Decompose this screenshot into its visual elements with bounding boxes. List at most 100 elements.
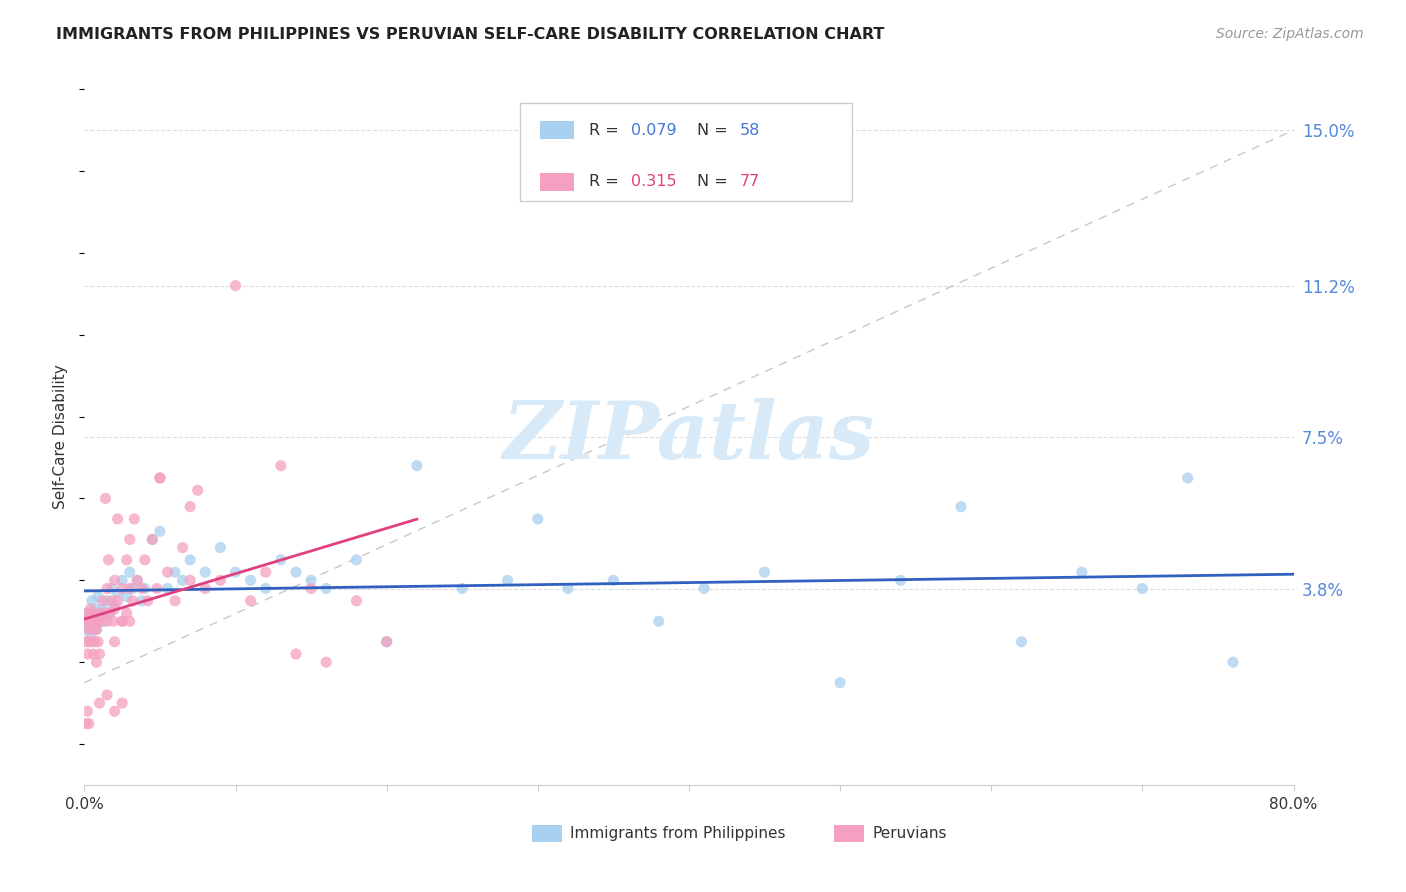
Point: [115, 606, 138, 620]
Text: IMMIGRANTS FROM PHILIPPINES VS PERUVIAN SELF-CARE DISABILITY CORRELATION CHART: IMMIGRANTS FROM PHILIPPINES VS PERUVIAN …: [56, 27, 884, 42]
Bar: [540, 121, 574, 139]
Point: [91, 594, 114, 608]
Text: N =: N =: [697, 174, 734, 189]
Y-axis label: Self-Care Disability: Self-Care Disability: [53, 365, 69, 509]
Point: [890, 574, 912, 588]
Point: [76, 647, 98, 661]
Point: [406, 458, 429, 473]
Point: [75, 614, 97, 628]
Point: [89, 647, 111, 661]
Text: 58: 58: [740, 123, 761, 137]
Point: [104, 574, 127, 588]
Point: [121, 594, 143, 608]
Text: R =: R =: [589, 174, 623, 189]
Point: [115, 553, 138, 567]
Point: [75, 614, 97, 628]
Point: [270, 458, 292, 473]
Point: [156, 565, 179, 579]
Point: [299, 574, 322, 588]
Point: [149, 524, 172, 539]
Text: Immigrants from Philippines: Immigrants from Philippines: [571, 826, 786, 841]
Point: [94, 491, 117, 506]
Point: [79, 602, 101, 616]
Point: [285, 647, 308, 661]
Point: [104, 634, 127, 648]
Point: [156, 582, 179, 596]
Point: [122, 512, 145, 526]
Point: [1071, 565, 1094, 579]
Point: [1177, 471, 1199, 485]
Point: [239, 594, 262, 608]
Point: [127, 574, 149, 588]
Point: [107, 512, 129, 526]
Point: [80, 606, 103, 620]
Point: [496, 574, 519, 588]
Point: [86, 655, 108, 669]
Point: [115, 590, 138, 604]
Point: [141, 533, 163, 547]
Point: [118, 565, 141, 579]
Point: [100, 594, 122, 608]
Point: [89, 610, 111, 624]
Point: [194, 565, 217, 579]
Point: [77, 716, 100, 731]
Point: [1222, 655, 1244, 669]
Point: [90, 614, 112, 628]
Point: [187, 483, 209, 498]
Point: [76, 606, 98, 620]
Point: [209, 541, 232, 555]
Point: [754, 565, 776, 579]
Point: [111, 614, 134, 628]
Point: [79, 626, 101, 640]
Point: [121, 582, 143, 596]
Point: [93, 614, 115, 628]
Point: [82, 614, 104, 628]
Point: [950, 500, 973, 514]
Point: [104, 598, 127, 612]
Point: [270, 553, 292, 567]
Point: [84, 602, 107, 616]
Point: [146, 582, 169, 596]
Point: [315, 655, 337, 669]
Point: [82, 623, 104, 637]
Bar: [531, 825, 562, 842]
Point: [557, 582, 579, 596]
Point: [149, 471, 172, 485]
Point: [134, 582, 156, 596]
Point: [77, 634, 100, 648]
Point: [239, 574, 262, 588]
Point: [179, 574, 201, 588]
Point: [101, 614, 124, 628]
Point: [82, 647, 104, 661]
Point: [131, 582, 153, 596]
Point: [648, 614, 671, 628]
Point: [86, 623, 108, 637]
Point: [127, 574, 149, 588]
Point: [179, 553, 201, 567]
Point: [89, 696, 111, 710]
Text: 0.079: 0.079: [631, 123, 676, 137]
Point: [111, 582, 134, 596]
Point: [141, 533, 163, 547]
Point: [375, 634, 398, 648]
Point: [96, 614, 118, 628]
Point: [100, 582, 122, 596]
Point: [107, 594, 129, 608]
Point: [96, 594, 118, 608]
Point: [96, 582, 118, 596]
Text: ZIPatlas: ZIPatlas: [503, 399, 875, 475]
Point: [165, 565, 187, 579]
Point: [77, 623, 100, 637]
Point: [209, 574, 232, 588]
FancyBboxPatch shape: [520, 103, 852, 201]
Point: [118, 533, 141, 547]
Point: [285, 565, 308, 579]
Point: [84, 634, 107, 648]
Point: [96, 688, 118, 702]
Point: [1011, 634, 1033, 648]
Point: [75, 634, 97, 648]
Point: [179, 500, 201, 514]
Bar: [540, 173, 574, 191]
Point: [76, 623, 98, 637]
Point: [451, 582, 474, 596]
